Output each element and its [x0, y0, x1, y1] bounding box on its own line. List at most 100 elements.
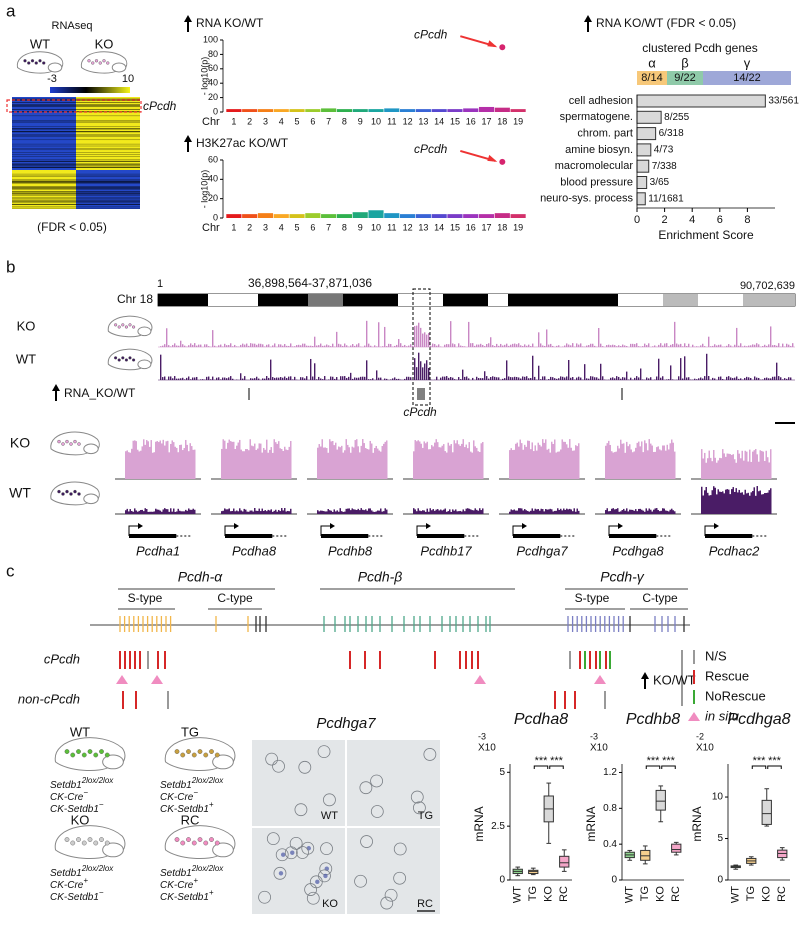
coordinate: 90,702,639: [740, 280, 795, 292]
coverage: [615, 508, 617, 514]
coverage: [710, 346, 712, 347]
coverage: [423, 441, 425, 479]
coverage: [536, 450, 538, 479]
coverage: [452, 343, 454, 347]
coverage: [230, 376, 232, 380]
coverage: [449, 509, 451, 514]
coverage: [252, 343, 254, 347]
coverage: [149, 511, 151, 514]
coverage: [512, 377, 514, 380]
micrograph: [347, 828, 440, 914]
coverage: [708, 450, 710, 479]
coverage: [702, 343, 704, 347]
coverage: [518, 446, 520, 479]
y-tick-label: 0: [717, 875, 723, 886]
coverage: [270, 447, 272, 479]
coverage: [264, 510, 266, 514]
coverage: [226, 345, 228, 347]
coverage: [200, 344, 202, 347]
coverage: [339, 447, 341, 479]
coverage: [227, 442, 229, 479]
x-tick-label: TG: [745, 886, 757, 901]
coverage: [231, 510, 233, 514]
tss-arrow: [224, 525, 235, 536]
coverage: [650, 443, 652, 479]
coverage: [594, 345, 596, 347]
x-axis-label: Enrichment Score: [658, 228, 754, 242]
coverage: [174, 343, 176, 347]
stain: [315, 879, 320, 885]
coverage: [618, 511, 620, 514]
coverage: [642, 452, 644, 479]
coverage: [278, 344, 280, 347]
coverage: [326, 448, 328, 479]
coverage: [330, 376, 332, 380]
coverage: [522, 345, 524, 347]
coverage: [548, 509, 550, 514]
coverage: [186, 444, 188, 479]
coverage: [266, 376, 268, 380]
coverage: [462, 369, 464, 380]
coverage: [176, 447, 178, 479]
cell: [423, 748, 437, 761]
coverage: [636, 442, 638, 479]
coverage: [302, 343, 304, 347]
x-tick-label: 13: [418, 116, 428, 126]
coordinate: 36,898,564-37,871,036: [248, 276, 372, 290]
coverage: [748, 345, 750, 347]
coverage: [448, 377, 450, 380]
subtype-label: C-type: [642, 591, 678, 605]
coverage: [165, 509, 167, 514]
coverage: [774, 376, 776, 380]
coverage: [470, 343, 472, 347]
coverage: [606, 443, 608, 479]
x-tick-label: 9: [358, 116, 363, 126]
coverage: [420, 511, 422, 514]
x-tick-label: KO: [761, 886, 773, 902]
coverage: [705, 486, 707, 514]
coverage: [266, 344, 268, 347]
x-tick-label: 7: [326, 116, 331, 126]
coverage: [482, 344, 484, 347]
coverage: [482, 378, 484, 380]
coverage: [668, 449, 670, 479]
brain-dot: [104, 840, 110, 846]
coverage: [216, 377, 218, 380]
coverage: [218, 377, 220, 380]
chromosome-band: [400, 109, 416, 112]
coverage: [182, 450, 184, 479]
x-tick-label: KO: [543, 886, 555, 902]
coverage: [646, 377, 648, 380]
category-label: macromolecular: [555, 160, 634, 172]
coverage: [318, 345, 320, 347]
chromosome-band: [447, 214, 463, 218]
coverage: [347, 508, 349, 514]
coverage: [453, 440, 455, 479]
legend-label: N/S: [705, 648, 727, 663]
cerebellum: [212, 754, 234, 770]
coverage: [659, 511, 661, 514]
coverage: [524, 509, 526, 514]
coverage: [371, 443, 373, 479]
row-label: cPcdh: [44, 651, 80, 666]
coverage: [576, 508, 578, 514]
coverage: [528, 511, 530, 514]
coverage: [614, 345, 616, 347]
stain: [278, 871, 284, 876]
coverage: [663, 508, 665, 514]
coverage: [126, 508, 128, 514]
count-label: 33/561: [768, 96, 799, 107]
coverage: [628, 379, 630, 380]
coverage: [479, 452, 481, 479]
coverage: [264, 378, 266, 380]
coverage: [455, 443, 457, 479]
chromosome-band: [289, 214, 305, 218]
gene-body: [225, 534, 273, 538]
coverage: [651, 445, 653, 479]
coverage: [608, 344, 610, 347]
coverage: [570, 377, 572, 380]
cluster-ratio: 9/22: [674, 72, 695, 84]
chromosome-band: [257, 213, 274, 218]
coverage: [178, 378, 180, 380]
x-tick-label: 7: [326, 222, 331, 232]
